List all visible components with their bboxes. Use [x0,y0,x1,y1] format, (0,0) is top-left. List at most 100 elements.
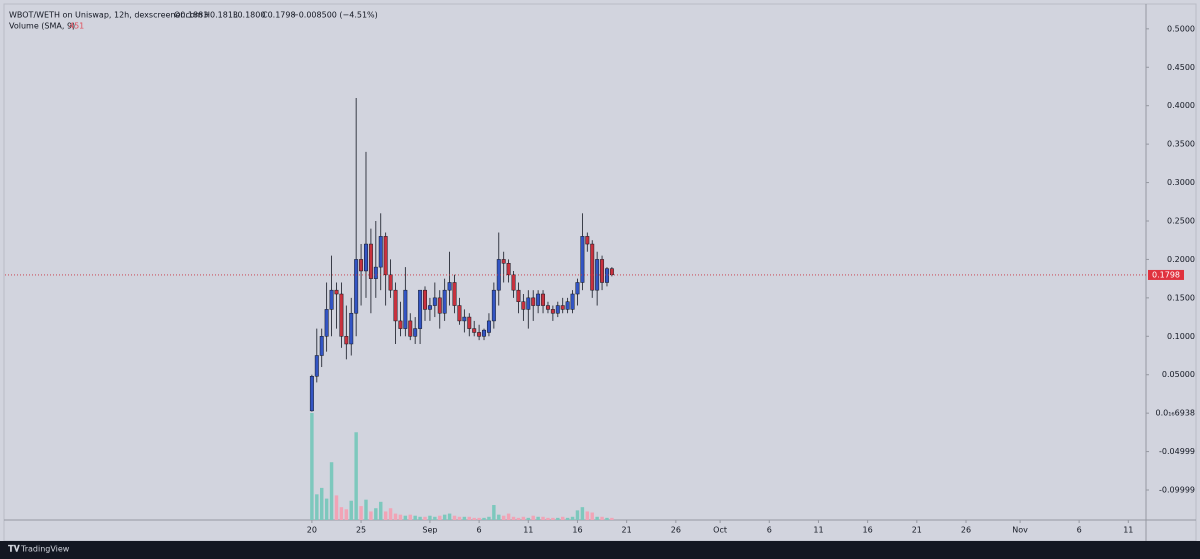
candle-body [349,312,354,345]
last-price-box [1148,269,1184,280]
y-tick-label: -0.09999 [1159,486,1195,495]
volume-bar [462,516,467,520]
candle-body [575,282,580,295]
candle-body [511,274,516,291]
candle-body [555,305,560,314]
candle-body [462,316,467,322]
volume-bar [497,514,501,520]
candle-body [403,289,408,329]
candle-body [383,236,388,276]
volume-bar [383,511,388,520]
volume-bar [374,508,378,520]
volume-bar [482,517,486,520]
candle-body [309,376,314,412]
volume-bar [511,516,516,520]
volume-bar [516,517,521,520]
volume-bar [492,505,496,520]
x-tick-label: 6 [767,526,772,535]
x-tick-label: 11 [523,526,533,535]
candle-body [364,243,368,272]
volume-bar [575,510,580,520]
candle-body [526,297,531,310]
volume-bar [344,509,349,520]
candle-body [368,243,373,279]
volume-bar [315,494,319,520]
volume-bar [556,517,560,520]
brand-logo: 𝐓𝐕 [8,544,21,555]
volume-bar [551,517,555,520]
close: C0.1798 [262,11,296,20]
volume-bar [442,514,447,520]
volume-bar [487,516,491,520]
volume-bar [580,507,585,520]
candle-body [605,268,609,283]
volume-bar [329,462,334,520]
volume-bar [393,513,398,520]
x-tick-label: Nov [1012,526,1028,535]
x-tick-label: 26 [961,526,971,535]
candle-body [442,289,447,314]
candle-body [467,316,472,329]
volume-bar [546,517,550,520]
candle-body [359,259,364,272]
y-tick-label: -0.04999 [1159,447,1195,456]
candle-body [344,336,349,345]
symbol: WBOT/WETH on Uniswap, 12h, dexscreener.c… [9,11,203,20]
volume-bar [310,413,314,520]
candle-body [516,289,521,302]
candle-body [413,328,418,337]
x-tick-label: 11 [813,526,823,535]
y-tick-label: 0.4500 [1167,63,1195,72]
volume-bar [600,516,604,520]
candle-body [486,320,491,333]
volume-bar [359,506,363,520]
candle-body [595,259,600,291]
y-tick-label: 0.1500 [1167,293,1195,302]
volume-bar [477,517,481,520]
high: H0.1813 [204,11,238,20]
volume-bar [339,507,344,520]
candle-body [452,282,457,306]
x-tick-label: 11 [1123,526,1133,535]
volume-bar [521,516,526,520]
volume-bar [433,516,437,520]
candle-body [324,309,329,337]
change: −0.008500 (−4.51%) [292,11,378,20]
x-tick-label: 25 [356,526,366,535]
candle-body [590,243,595,291]
open: O0.1883 [174,11,208,20]
volume-bar [570,516,575,520]
candle-body [501,259,506,264]
candle-body [314,355,319,377]
volume-bar [541,516,545,520]
candle-body [560,305,565,310]
candle-body [570,293,575,310]
volume-bar [334,495,339,520]
candle-body [580,236,585,283]
candle-body [541,293,546,306]
volume-bar [324,498,329,520]
candle-body [373,266,378,279]
volume-bar [526,517,531,520]
candle-body [550,309,555,314]
x-tick-label: 26 [671,526,681,535]
y-tick-label: 0.0₁₆6938 [1156,409,1196,418]
candle-body [319,336,324,356]
y-tick-label: 0.3500 [1167,140,1195,149]
candle-body [609,268,614,276]
x-tick-label: 20 [307,526,317,535]
volume-bar [320,487,324,520]
volume-bar [472,517,476,520]
candle-body [427,305,432,310]
candle-body [339,293,344,337]
volume-bar [369,511,373,520]
volume-bar [605,517,609,520]
volume-bar [452,515,457,520]
candle-body [491,289,496,322]
candle-body [545,305,550,310]
low: L0.1800 [233,11,265,20]
x-tick-label: 16 [863,526,873,535]
volume-bar [364,499,368,520]
